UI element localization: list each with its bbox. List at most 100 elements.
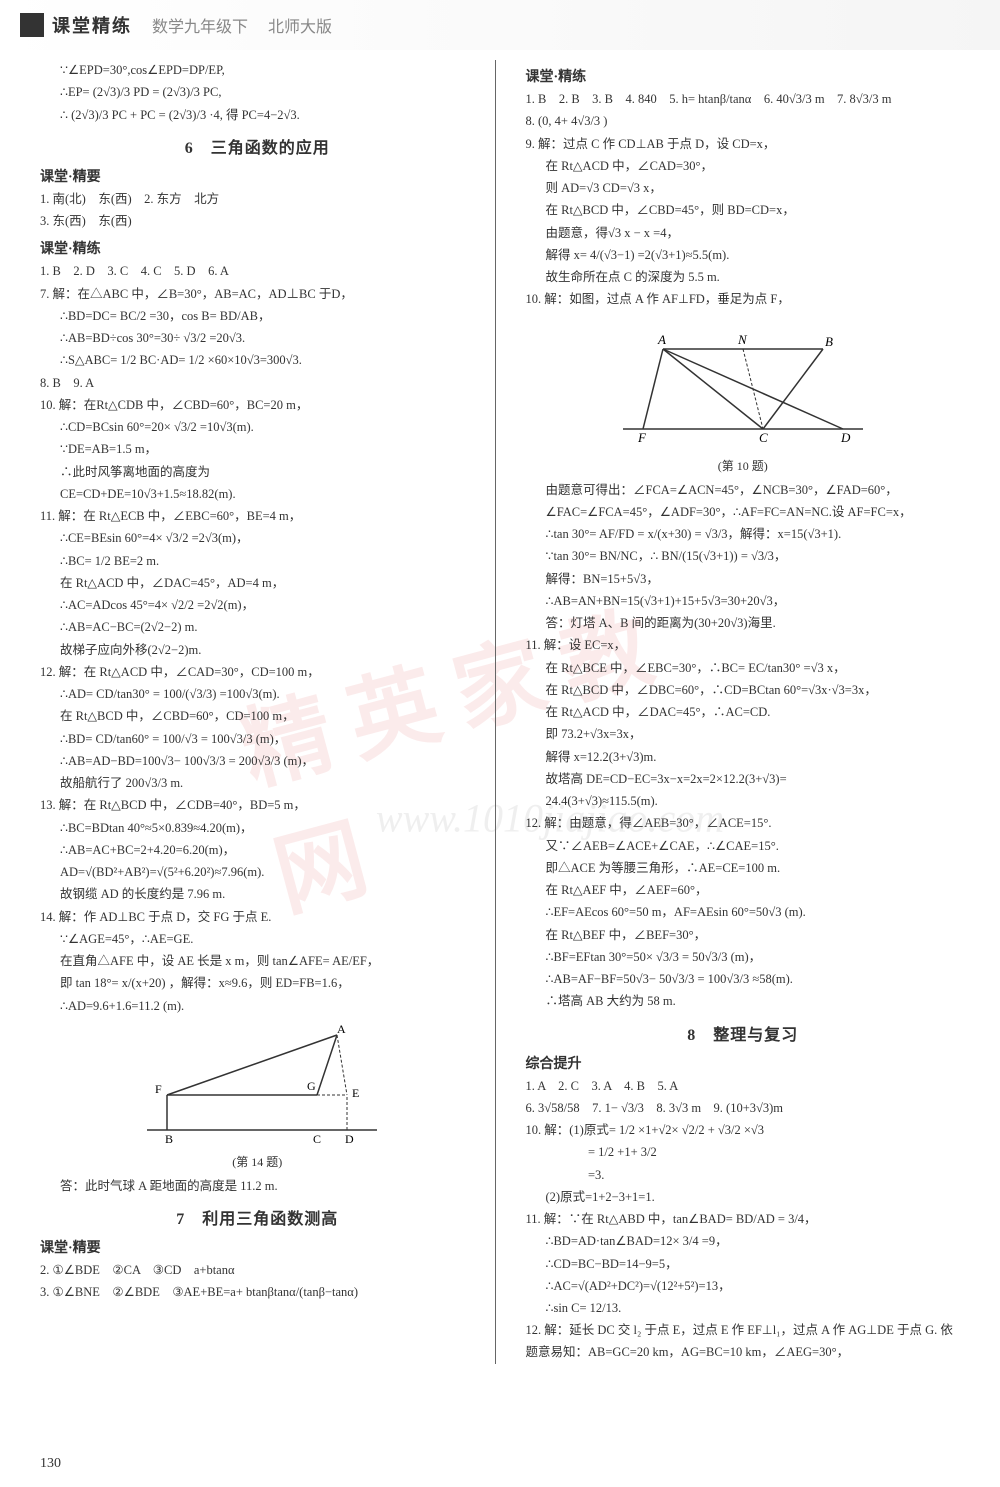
text-line: 3. ①∠BNE ②∠BDE ③AE+BE=a+ btanβtanα/(tanβ… [40, 1282, 475, 1303]
kelian-heading: 课堂·精练 [526, 66, 961, 86]
text-line: 在 Rt△BCE 中，∠EBC=30°，∴BC= EC/tan30° =√3 x… [526, 658, 961, 679]
svg-text:A: A [657, 332, 666, 347]
text-line: 故生命所在点 C 的深度为 5.5 m. [526, 267, 961, 288]
text-line: ∴BD= CD/tan60° = 100/√3 = 100√3/3 (m)， [40, 729, 475, 750]
text-line: ∴塔高 AB 大约为 58 m. [526, 991, 961, 1012]
text-line: 解得：BN=15+5√3， [526, 569, 961, 590]
page-number: 130 [40, 1456, 61, 1472]
text-line: (2)原式=1+2−3+1=1. [526, 1187, 961, 1208]
text-line: 故塔高 DE=CD−EC=3x−x=2x=2×12.2(3+√3)= [526, 769, 961, 790]
text-line: 1. B 2. D 3. C 4. C 5. D 6. A [40, 261, 475, 282]
text-line: 2. ①∠BDE ②CA ③CD a+btanα [40, 1260, 475, 1281]
keyao-heading: 课堂·精要 [40, 166, 475, 186]
text-line: ∴tan 30°= AF/FD = x/(x+30) = √3/3，解得：x=1… [526, 524, 961, 545]
text-line: 13. 解：在 Rt△BCD 中，∠CDB=40°，BD=5 m， [40, 795, 475, 816]
text-line: 1. B 2. B 3. B 4. 840 5. h= htanβ/tanα 6… [526, 89, 961, 110]
text-line: 由题意，得√3 x − x =4， [526, 223, 961, 244]
text-line: ∴AC=√(AD²+DC²)=√(12²+5²)=13， [526, 1276, 961, 1297]
text-line: ∴BD=AD·tan∠BAD=12× 3/4 =9， [526, 1231, 961, 1252]
text-line: ∵∠AGE=45°，∴AE=GE. [40, 929, 475, 950]
text-line: ∴CD=BC−BD=14−9=5， [526, 1254, 961, 1275]
text-line: 由题意可得出：∠FCA=∠ACN=45°，∠NCB=30°，∠FAD=60°， [526, 480, 961, 501]
keyao-heading: 课堂·精要 [40, 1237, 475, 1257]
text-line: 10. 解：(1)原式= 1/2 ×1+√2× √2/2 + √3/2 ×√3 [526, 1120, 961, 1141]
text-line: ∵∠EPD=30°,cos∠EPD=DP/EP, [40, 60, 475, 81]
text-line: = 1/2 +1+ 3/2 [526, 1142, 961, 1163]
text-line: ∴AD=9.6+1.6=11.2 (m). [40, 996, 475, 1017]
text-line: 在 Rt△BEF 中，∠BEF=30°， [526, 925, 961, 946]
text-line: ∴EP= (2√3)/3 PD = (2√3)/3 PC, [40, 82, 475, 103]
svg-text:C: C [313, 1132, 321, 1145]
header-publisher: 北师大版 [268, 13, 332, 37]
text-line: ∴CD=BCsin 60°=20× √3/2 =10√3(m). [40, 417, 475, 438]
text-line: CE=CD+DE=10√3+1.5≈18.82(m). [40, 484, 475, 505]
section-6-title: 6 三角函数的应用 [40, 134, 475, 158]
svg-text:G: G [307, 1079, 316, 1093]
text-line: ∴此时风筝离地面的高度为 [40, 462, 475, 483]
text-line: 即 73.2+√3x=3x， [526, 724, 961, 745]
text-line: 1. A 2. C 3. A 4. B 5. A [526, 1076, 961, 1097]
text-line: 8. B 9. A [40, 373, 475, 394]
section-7-title: 7 利用三角函数测高 [40, 1205, 475, 1229]
text-line: ∴S△ABC= 1/2 BC·AD= 1/2 ×60×10√3=300√3. [40, 350, 475, 371]
svg-text:B: B [165, 1132, 173, 1145]
text-line: ∴AB=AN+BN=15(√3+1)+15+5√3=30+20√3， [526, 591, 961, 612]
figure-14: A F G E B C D [127, 1025, 387, 1145]
text-line: ∴AB=AC+BC=2+4.20=6.20(m)， [40, 840, 475, 861]
text-line: ∴AC=ADcos 45°=4× √2/2 =2√2(m)， [40, 595, 475, 616]
text-line: 9. 解：过点 C 作 CD⊥AB 于点 D，设 CD=x， [526, 134, 961, 155]
text-line: 在 Rt△AEF 中，∠AEF=60°， [526, 880, 961, 901]
text-line: 在 Rt△BCD 中，∠CBD=60°，CD=100 m， [40, 706, 475, 727]
text-line: 12. 解：在 Rt△ACD 中，∠CAD=30°，CD=100 m， [40, 662, 475, 683]
section-8-title: 8 整理与复习 [526, 1021, 961, 1045]
text-line: ∴CE=BEsin 60°=4× √3/2 =2√3(m)， [40, 528, 475, 549]
text-line: 3. 东(西) 东(西) [40, 211, 475, 232]
book-icon [20, 13, 44, 37]
text-line: 答：灯塔 A、B 间的距离为(30+20√3)海里. [526, 613, 961, 634]
svg-text:F: F [637, 430, 647, 445]
text-line: ∴AB=BD÷cos 30°=30÷ √3/2 =20√3. [40, 328, 475, 349]
text-line: 1. 南(北) 东(西) 2. 东方 北方 [40, 189, 475, 210]
text-line: 6. 3√58/58 7. 1− √3/3 8. 3√3 m 9. (10+3√… [526, 1098, 961, 1119]
text-line: 在 Rt△ACD 中，∠DAC=45°，∴AC=CD. [526, 702, 961, 723]
svg-text:B: B [825, 334, 833, 349]
text-line: ∴EF=AEcos 60°=50 m，AF=AEsin 60°=50√3 (m)… [526, 902, 961, 923]
svg-text:A: A [337, 1025, 346, 1036]
text-line: 24.4(3+√3)≈115.5(m). [526, 791, 961, 812]
text-line: 则 AD=√3 CD=√3 x， [526, 178, 961, 199]
text-line: 故船航行了 200√3/3 m. [40, 773, 475, 794]
text-line: ∴ (2√3)/3 PC + PC = (2√3)/3 ·4, 得 PC=4−2… [40, 105, 475, 126]
text-line: ∠FAC=∠FCA=45°，∠ADF=30°，∴AF=FC=AN=NC.设 AF… [526, 502, 961, 523]
fig10-caption: (第 10 题) [526, 457, 961, 474]
text-line: ∴sin C= 12/13. [526, 1298, 961, 1319]
text-line: ∵DE=AB=1.5 m， [40, 439, 475, 460]
text-line: 解得 x=12.2(3+√3)m. [526, 747, 961, 768]
header-series: 数学九年级下 [152, 13, 248, 37]
text-line: 在 Rt△BCD 中，∠CBD=45°，则 BD=CD=x， [526, 200, 961, 221]
text-line: ∴BC=BDtan 40°≈5×0.839≈4.20(m)， [40, 818, 475, 839]
text-line: 答：此时气球 A 距地面的高度是 11.2 m. [40, 1176, 475, 1197]
text-line: ∴AD= CD/tan30° = 100/(√3/3) =100√3(m). [40, 684, 475, 705]
text-line: 又∵∠AEB=∠ACE+∠CAE，∴∠CAE=15°. [526, 836, 961, 857]
text-line: 在 Rt△BCD 中，∠DBC=60°，∴CD=BCtan 60°=√3x·√3… [526, 680, 961, 701]
text-line: 11. 解：在 Rt△ECB 中，∠EBC=60°，BE=4 m， [40, 506, 475, 527]
text-line: ∴AB=AD−BD=100√3− 100√3/3 = 200√3/3 (m)， [40, 751, 475, 772]
text-line: ∴AB=AF−BF=50√3− 50√3/3 = 100√3/3 ≈58(m). [526, 969, 961, 990]
left-column: ∵∠EPD=30°,cos∠EPD=DP/EP, ∴EP= (2√3)/3 PD… [40, 60, 496, 1364]
svg-text:N: N [737, 332, 748, 347]
svg-text:E: E [352, 1086, 359, 1100]
text-line: 即△ACE 为等腰三角形，∴AE=CE=100 m. [526, 858, 961, 879]
text-line: 在 Rt△ACD 中，∠DAC=45°，AD=4 m， [40, 573, 475, 594]
text-line: 11. 解：∵在 Rt△ABD 中，tan∠BAD= BD/AD = 3/4， [526, 1209, 961, 1230]
svg-text:D: D [840, 430, 851, 445]
header-title: 课堂精练 [52, 12, 132, 38]
text-line: 故钢缆 AD 的长度约是 7.96 m. [40, 884, 475, 905]
svg-text:F: F [155, 1082, 162, 1096]
zonghe-heading: 综合提升 [526, 1053, 961, 1073]
text-line: =3. [526, 1165, 961, 1186]
text-line: 8. (0, 4+ 4√3/3 ) [526, 111, 961, 132]
kelian-heading: 课堂·精练 [40, 238, 475, 258]
text-line: AD=√(BD²+AB²)=√(5²+6.20²)≈7.96(m). [40, 862, 475, 883]
text-line: 7. 解：在△ABC 中，∠B=30°，AB=AC，AD⊥BC 于D， [40, 284, 475, 305]
text-line: 14. 解：作 AD⊥BC 于点 D，交 FG 于点 E. [40, 907, 475, 928]
